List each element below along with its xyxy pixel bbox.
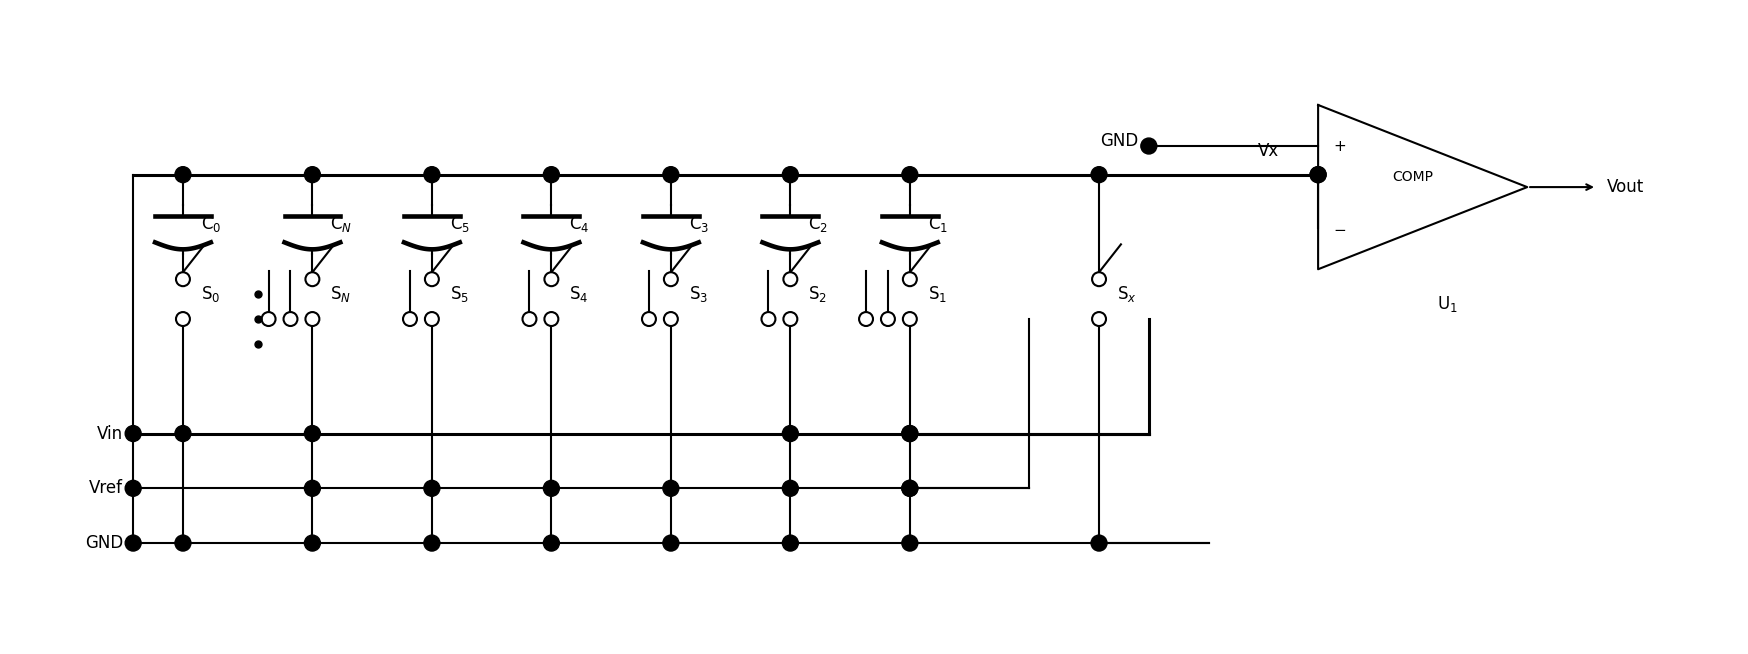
- Circle shape: [881, 312, 895, 326]
- Circle shape: [175, 426, 191, 441]
- Circle shape: [425, 272, 439, 286]
- Circle shape: [1091, 535, 1106, 551]
- Text: C$_5$: C$_5$: [449, 215, 470, 234]
- Circle shape: [783, 426, 799, 441]
- Text: S$_4$: S$_4$: [570, 284, 589, 304]
- Text: S$_2$: S$_2$: [808, 284, 827, 304]
- Circle shape: [304, 167, 320, 182]
- Circle shape: [425, 480, 440, 496]
- Circle shape: [902, 480, 918, 496]
- Text: C$_N$: C$_N$: [330, 215, 353, 234]
- Text: S$_N$: S$_N$: [330, 284, 351, 304]
- Text: C$_0$: C$_0$: [201, 215, 222, 234]
- Circle shape: [858, 312, 872, 326]
- Circle shape: [177, 312, 191, 326]
- Text: Vin: Vin: [98, 424, 122, 443]
- Circle shape: [1092, 312, 1106, 326]
- Circle shape: [1141, 138, 1157, 154]
- Circle shape: [175, 167, 191, 182]
- Circle shape: [783, 535, 799, 551]
- Circle shape: [544, 312, 558, 326]
- Circle shape: [902, 426, 918, 441]
- Text: C$_2$: C$_2$: [808, 215, 829, 234]
- Circle shape: [664, 312, 678, 326]
- Text: $-$: $-$: [1334, 220, 1346, 235]
- Text: S$_1$: S$_1$: [928, 284, 947, 304]
- Text: Vref: Vref: [89, 479, 122, 497]
- Text: GND: GND: [1101, 132, 1140, 150]
- Circle shape: [783, 272, 797, 286]
- Text: Vx: Vx: [1259, 142, 1280, 160]
- Circle shape: [904, 272, 916, 286]
- Circle shape: [126, 535, 142, 551]
- Text: C$_4$: C$_4$: [570, 215, 589, 234]
- Circle shape: [425, 312, 439, 326]
- Circle shape: [425, 167, 440, 182]
- Text: C$_3$: C$_3$: [689, 215, 710, 234]
- Text: S$_5$: S$_5$: [449, 284, 468, 304]
- Circle shape: [523, 312, 537, 326]
- Circle shape: [902, 426, 918, 441]
- Text: COMP: COMP: [1391, 170, 1433, 184]
- Circle shape: [404, 312, 418, 326]
- Text: GND: GND: [86, 534, 122, 552]
- Circle shape: [902, 480, 918, 496]
- Circle shape: [902, 167, 918, 182]
- Circle shape: [304, 426, 320, 441]
- Text: Vout: Vout: [1606, 178, 1645, 196]
- Circle shape: [283, 312, 297, 326]
- Circle shape: [304, 535, 320, 551]
- Circle shape: [662, 480, 678, 496]
- Circle shape: [642, 312, 656, 326]
- Text: +: +: [1334, 139, 1346, 154]
- Circle shape: [902, 535, 918, 551]
- Circle shape: [126, 480, 142, 496]
- Circle shape: [783, 480, 799, 496]
- Circle shape: [175, 535, 191, 551]
- Circle shape: [1311, 167, 1327, 182]
- Circle shape: [262, 312, 276, 326]
- Circle shape: [664, 272, 678, 286]
- Circle shape: [425, 535, 440, 551]
- Circle shape: [306, 312, 320, 326]
- Circle shape: [306, 272, 320, 286]
- Circle shape: [662, 167, 678, 182]
- Text: U$_1$: U$_1$: [1437, 294, 1458, 314]
- Text: C$_1$: C$_1$: [928, 215, 947, 234]
- Circle shape: [783, 312, 797, 326]
- Circle shape: [1092, 272, 1106, 286]
- Circle shape: [662, 535, 678, 551]
- Circle shape: [904, 312, 916, 326]
- Circle shape: [304, 480, 320, 496]
- Circle shape: [1311, 167, 1327, 182]
- Text: S$_x$: S$_x$: [1117, 284, 1136, 304]
- Circle shape: [126, 426, 142, 441]
- Circle shape: [762, 312, 776, 326]
- Text: S$_3$: S$_3$: [689, 284, 708, 304]
- Circle shape: [177, 272, 191, 286]
- Circle shape: [783, 167, 799, 182]
- Circle shape: [544, 167, 559, 182]
- Circle shape: [544, 272, 558, 286]
- Circle shape: [544, 535, 559, 551]
- Circle shape: [544, 480, 559, 496]
- Text: S$_0$: S$_0$: [201, 284, 220, 304]
- Circle shape: [1091, 167, 1106, 182]
